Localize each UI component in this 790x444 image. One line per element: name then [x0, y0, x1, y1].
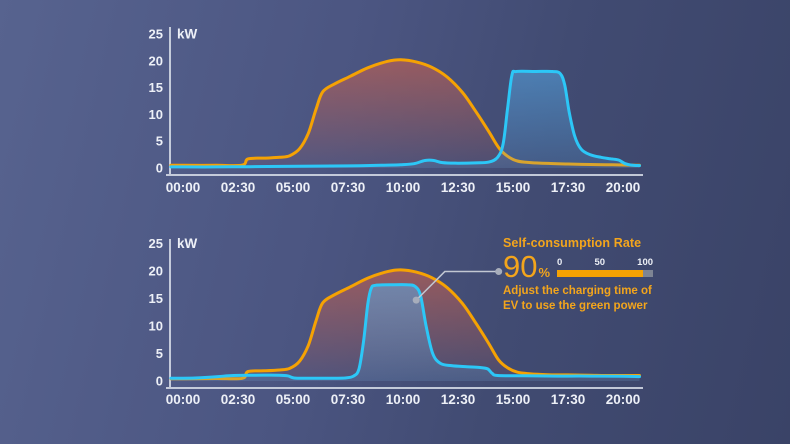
y-axis-unit-label: kW — [177, 27, 198, 42]
chart-after-optimization: 0 5 10 15 20 25 kW 00:00 02:30 05:00 07:30 10:00 12:… — [149, 236, 643, 407]
x-axis-tick-label: 12:30 — [441, 180, 476, 195]
self-consumption-value: 90% — [503, 251, 551, 282]
callout-title: Self-consumption Rate — [503, 236, 642, 250]
callout-value-row: 90% 0 50 100 — [503, 251, 655, 282]
y-axis-unit-label: kW — [177, 236, 198, 251]
callout-end-dot — [495, 268, 503, 276]
scale-labels: 0 50 100 — [557, 257, 653, 268]
x-axis-tick-label: 10:00 — [386, 392, 421, 407]
x-axis-tick-label: 00:00 — [166, 392, 201, 407]
x-axis-tick-label: 17:30 — [551, 392, 586, 407]
y-axis-tick-label: 10 — [149, 107, 163, 122]
self-consumption-callout: Self-consumption Rate 90% 0 50 100 Adjus… — [503, 236, 655, 314]
progress-bar-fill — [557, 270, 644, 278]
y-axis-tick-label: 0 — [156, 374, 163, 389]
x-axis-tick-label: 15:00 — [496, 392, 531, 407]
x-axis-tick-label: 00:00 — [166, 180, 201, 195]
x-axis-tick-label: 07:30 — [331, 392, 366, 407]
y-axis-tick-label: 25 — [149, 236, 163, 251]
consumption-scale: 0 50 100 — [557, 257, 654, 278]
x-axis-tick-label: 20:00 — [606, 392, 641, 407]
x-axis-tick-label: 15:00 — [496, 180, 531, 195]
ev-charging-curve — [169, 283, 641, 380]
scale-label-min: 0 — [557, 257, 563, 269]
x-axis-tick-label: 17:30 — [551, 180, 586, 195]
callout-description-line1: Adjust the charging time of — [503, 285, 652, 298]
callout-description-line2: EV to use the green power — [503, 299, 648, 312]
solar-production-area — [170, 59, 640, 168]
y-axis-tick-label: 5 — [156, 346, 163, 361]
x-axis-tick-label: 20:00 — [606, 180, 641, 195]
x-axis-tick-label: 02:30 — [221, 180, 256, 195]
chart-before-optimization: 0 5 10 15 20 25 kW 00:00 02:30 05:00 07:30 10:00 12:… — [149, 27, 643, 195]
y-axis-tick-label: 15 — [149, 291, 163, 306]
value-number: 90 — [503, 249, 538, 284]
callout-description: Adjust the charging time of EV to use th… — [503, 284, 655, 313]
y-axis-tick-label: 20 — [149, 264, 163, 279]
consumption-progress-bar — [557, 270, 654, 278]
ev-charging-area — [170, 71, 640, 168]
axis-lines — [166, 27, 643, 176]
y-axis-tick-label: 0 — [156, 161, 163, 176]
x-axis-tick-label: 10:00 — [386, 180, 421, 195]
scale-label-mid: 50 — [594, 257, 606, 269]
x-axis-tick-label: 02:30 — [221, 392, 256, 407]
value-percent-sign: % — [538, 265, 551, 280]
x-axis-tick-label: 05:00 — [276, 392, 311, 407]
x-axis-tick-label: 07:30 — [331, 180, 366, 195]
x-axis-tick-label: 12:30 — [441, 392, 476, 407]
axis-lines — [166, 239, 643, 389]
ev-charging-curve — [169, 69, 641, 169]
x-axis-tick-label: 05:00 — [276, 180, 311, 195]
y-axis-tick-label: 10 — [149, 319, 163, 334]
callout-anchor-dot — [412, 296, 420, 304]
scale-label-max: 100 — [637, 257, 654, 269]
y-axis-tick-label: 15 — [149, 80, 163, 95]
ev-charging-area — [170, 284, 640, 381]
progress-bar-remainder — [643, 270, 654, 278]
y-axis-tick-label: 25 — [149, 27, 163, 42]
callout-connector-line — [415, 270, 499, 301]
y-axis-tick-label: 5 — [156, 134, 163, 149]
y-axis-tick-label: 20 — [149, 53, 163, 68]
solar-production-curve — [169, 268, 641, 381]
